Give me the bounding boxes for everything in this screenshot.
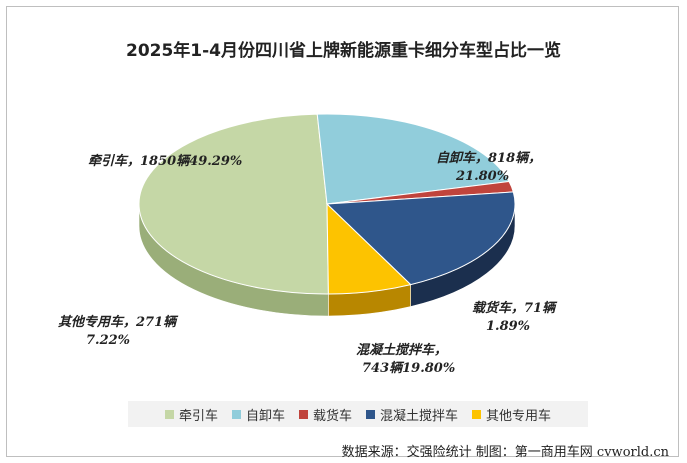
legend-item-other-special: 其他专用车 bbox=[472, 405, 551, 424]
legend-label-mixer-truck: 混凝土搅拌车 bbox=[380, 408, 459, 424]
pie-slice-mixer-truck bbox=[325, 191, 516, 286]
data-label-dump-truck: 自卸车，818辆， bbox=[436, 150, 541, 166]
legend-label-cargo-truck: 载货车 bbox=[312, 408, 352, 424]
legend-swatch-mixer-truck bbox=[366, 409, 375, 419]
data-label-mixer-truck: 混凝土搅拌车， bbox=[356, 342, 447, 358]
legend-item-mixer-truck: 混凝土搅拌车 bbox=[366, 405, 458, 424]
legend: 牵引车 自卸车 载货车 混凝土搅拌车 其他专用车 bbox=[128, 401, 588, 427]
data-label-cargo-truck: 载货车，71辆 bbox=[472, 300, 558, 316]
legend-label-other-special: 其他专用车 bbox=[486, 408, 552, 424]
pie-slice-other-special bbox=[326, 202, 412, 295]
data-label-cargo-truck: 1.89% bbox=[486, 319, 530, 334]
legend-item-cargo-truck: 载货车 bbox=[298, 405, 352, 424]
legend-swatch-other-special bbox=[472, 409, 482, 419]
legend-swatch-dump-truck bbox=[231, 409, 241, 419]
pie-slice-dump-truck bbox=[316, 113, 510, 205]
chart-title: 2025年1-4月份四川省上牌新能源重卡细分车型占比一览 bbox=[125, 41, 562, 61]
legend-item-dump-truck: 自卸车 bbox=[231, 405, 285, 424]
data-label-tractor: 牵引车，1850辆49.29% bbox=[88, 153, 242, 169]
data-label-dump-truck: 21.80% bbox=[455, 169, 509, 184]
source-note: 数据来源：交强险统计 制图：第一商用车网 cvworld.cn bbox=[341, 445, 669, 460]
data-label-other-special: 其他专用车，271辆 bbox=[58, 314, 179, 330]
legend-swatch-tractor bbox=[164, 409, 174, 419]
legend-label-dump-truck: 自卸车 bbox=[245, 408, 285, 424]
data-label-other-special: 7.22% bbox=[86, 333, 130, 348]
legend-item-tractor: 牵引车 bbox=[164, 405, 218, 424]
pie-slice-tractor bbox=[138, 113, 329, 295]
legend-swatch-cargo-truck bbox=[298, 409, 308, 419]
legend-label-tractor: 牵引车 bbox=[178, 408, 218, 424]
data-label-mixer-truck: 743辆19.80% bbox=[362, 360, 455, 376]
